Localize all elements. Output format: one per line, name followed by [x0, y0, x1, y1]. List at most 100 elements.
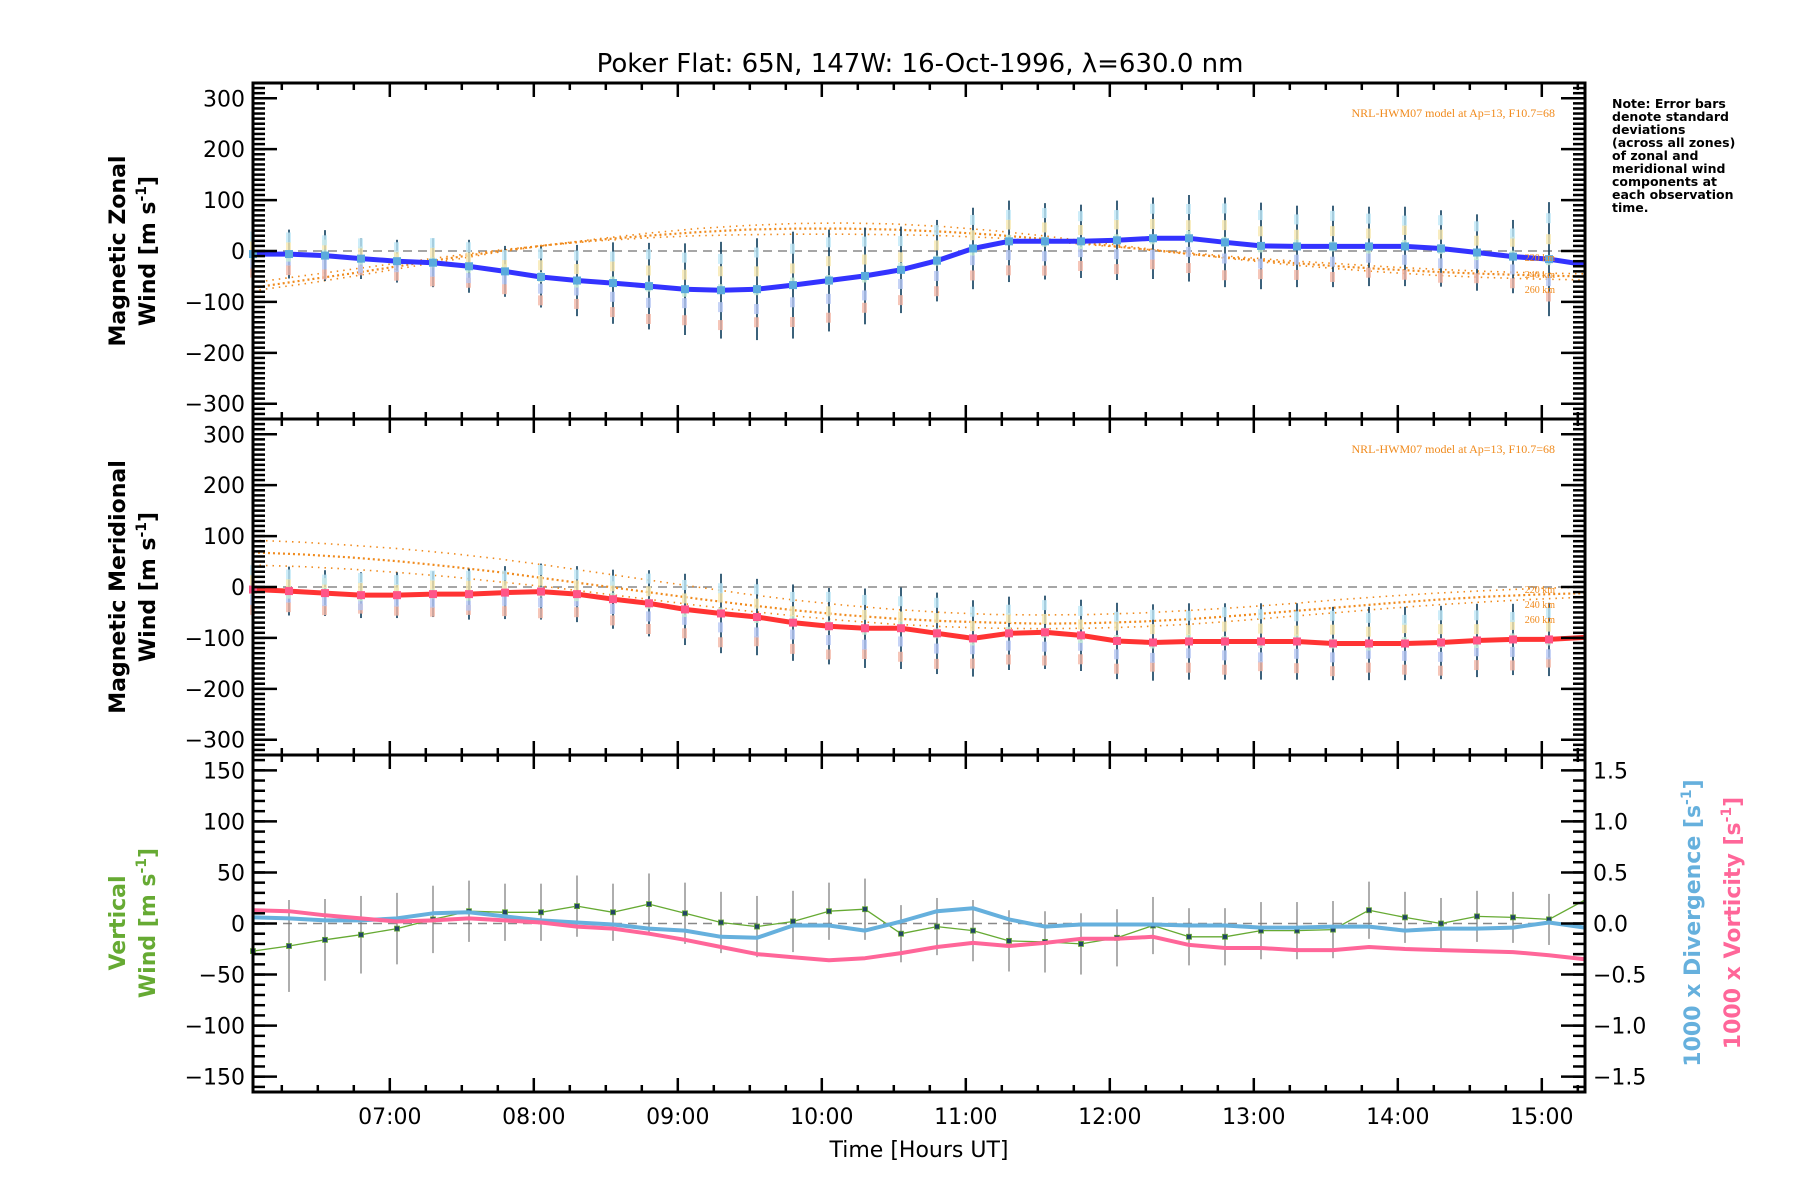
altitude-label: 240 km — [1525, 600, 1556, 611]
zone-marker — [682, 628, 687, 639]
zone-marker — [934, 597, 939, 608]
zone-marker — [1042, 613, 1047, 624]
zone-marker — [1366, 648, 1371, 659]
y-tick-label: 300 — [203, 87, 245, 112]
zone-marker — [502, 250, 507, 261]
y-tick-label: 200 — [203, 138, 245, 163]
zone-marker — [502, 570, 507, 581]
zone-marker — [1006, 219, 1011, 230]
zone-marker — [1042, 600, 1047, 611]
x-tick-label: 08:00 — [502, 1105, 565, 1130]
zone-marker — [502, 260, 507, 270]
data-point — [645, 599, 653, 608]
y-tick-label: 0 — [231, 913, 245, 938]
zone-marker — [754, 247, 759, 258]
y-tick-label: 200 — [203, 474, 245, 499]
data-point — [970, 927, 976, 934]
zone-marker — [1546, 213, 1551, 224]
zone-marker — [1150, 259, 1155, 270]
data-point — [1257, 637, 1265, 646]
zone-marker — [1366, 213, 1371, 224]
zone-marker — [1402, 254, 1407, 265]
zone-marker — [430, 606, 435, 617]
data-point — [1437, 638, 1445, 647]
zone-marker — [430, 266, 435, 277]
zone-marker — [1294, 269, 1299, 280]
zone-marker — [1006, 209, 1011, 220]
zone-marker — [934, 613, 939, 624]
zone-marker — [1510, 264, 1515, 275]
data-point — [753, 613, 761, 622]
zone-marker — [1150, 624, 1155, 635]
zone-marker — [286, 602, 291, 613]
zone-marker — [610, 261, 615, 272]
zone-marker — [1438, 610, 1443, 621]
zone-marker — [1150, 249, 1155, 260]
y2-tick-label: 1.0 — [1593, 810, 1628, 835]
data-point — [465, 590, 473, 599]
zone-marker — [1330, 271, 1335, 282]
zone-marker — [430, 597, 435, 608]
zone-marker — [574, 264, 579, 275]
zone-marker — [1078, 619, 1083, 630]
zone-marker — [574, 607, 579, 618]
zone-marker — [1078, 225, 1083, 236]
y-tick-label: −300 — [185, 393, 245, 418]
data-point — [826, 908, 832, 915]
data-point — [1402, 914, 1408, 921]
zone-marker — [1294, 229, 1299, 240]
zone-marker — [1474, 660, 1479, 671]
zone-marker — [646, 573, 651, 584]
zone-marker — [1042, 265, 1047, 276]
zone-marker — [610, 251, 615, 262]
data-point — [645, 282, 653, 291]
zone-marker — [1222, 664, 1227, 675]
data-point — [861, 624, 869, 633]
y-tick-label: −200 — [185, 342, 245, 367]
data-point — [969, 634, 977, 643]
model-annotation: NRL-HWM07 model at Ap=13, F10.7=68 — [1351, 106, 1555, 120]
vertical-panel: 150 100 50 0 −50 −100 −150 1.5 1.0 0.5 0.0 −0.5 −1.0… — [185, 753, 1646, 1130]
data-point — [573, 590, 581, 599]
zone-marker — [1186, 625, 1191, 636]
zone-marker — [430, 238, 435, 249]
zone-marker — [1150, 609, 1155, 620]
vertical-ylabel-line2: Wind [m s-1] — [134, 848, 161, 998]
note-line: deviations — [1612, 122, 1685, 137]
data-point — [1077, 631, 1085, 640]
data-point — [1113, 236, 1121, 245]
zone-marker — [1402, 215, 1407, 226]
zone-marker — [358, 573, 363, 584]
zone-marker — [1114, 649, 1119, 660]
zone-marker — [322, 269, 327, 280]
zone-marker — [682, 579, 687, 590]
model-curve-hwm07-220-km — [252, 222, 1586, 292]
zone-marker — [1438, 258, 1443, 269]
zone-marker — [646, 249, 651, 260]
data-point — [1545, 635, 1553, 644]
data-point — [1510, 914, 1516, 921]
y2-tick-label: −0.5 — [1593, 964, 1646, 989]
zone-marker — [646, 624, 651, 634]
zone-marker — [754, 627, 759, 638]
zone-marker — [862, 639, 867, 650]
data-point — [933, 256, 941, 265]
zone-marker — [1042, 655, 1047, 666]
data-point — [681, 605, 689, 614]
zone-marker — [1006, 604, 1011, 615]
zone-marker — [754, 317, 759, 328]
zone-marker — [394, 575, 399, 586]
y-tick-label: 100 — [203, 525, 245, 550]
zone-marker — [358, 246, 363, 257]
data-point — [753, 285, 761, 294]
vorticity-ylabel: 1000 x Vorticity [s-1] — [1719, 797, 1746, 1049]
zone-marker — [1366, 662, 1371, 673]
data-point — [1329, 639, 1337, 648]
zone-marker — [754, 598, 759, 609]
vorticity-ylabel-text: 1000 x Vorticity [s-1] — [1719, 797, 1746, 1049]
zone-marker — [538, 260, 543, 271]
zone-marker — [1366, 626, 1371, 637]
zone-marker — [970, 658, 975, 669]
note-line: meridional wind — [1612, 161, 1725, 176]
zone-marker — [322, 605, 327, 616]
